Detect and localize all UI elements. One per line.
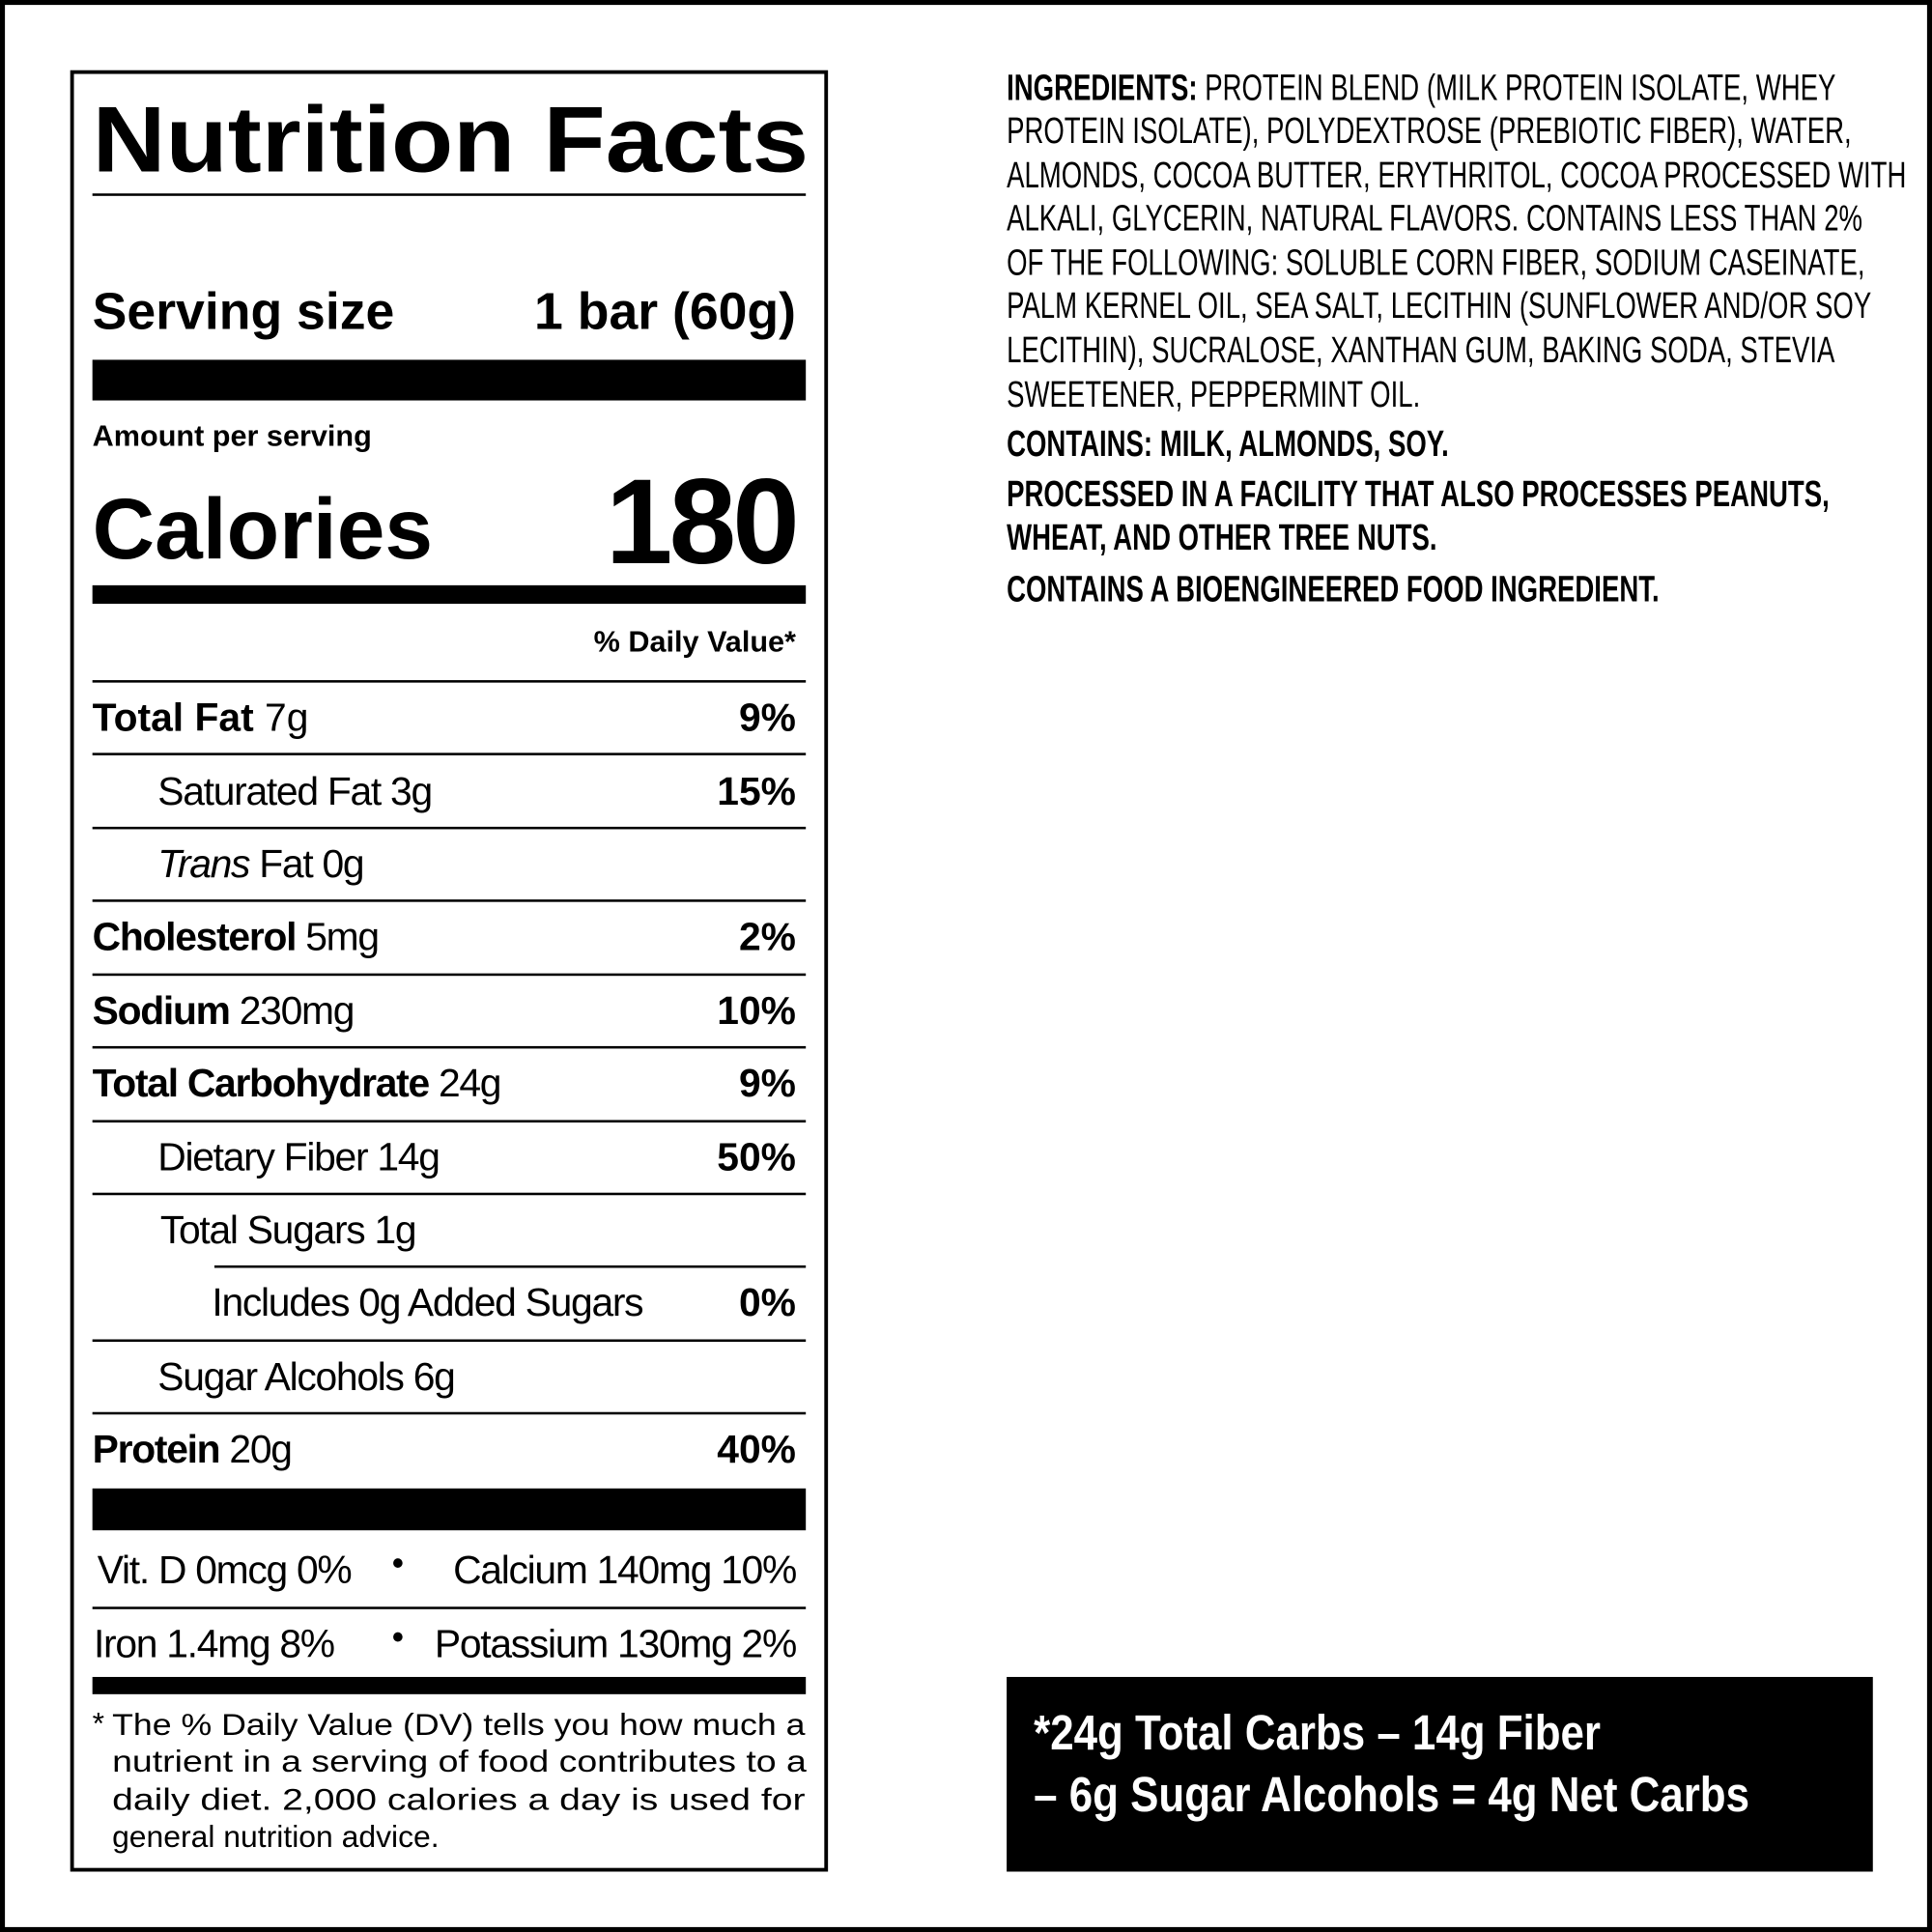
- net-carbs-line: – 6g Sugar Alcohols = 4g Net Carbs: [1034, 1768, 1749, 1823]
- bullet: •: [391, 1544, 405, 1582]
- ingredients-line: INGREDIENTS: PROTEIN BLEND (MILK PROTEIN…: [1007, 68, 1836, 109]
- nutrient-dietary-fiber: Dietary Fiber 14g: [157, 1134, 440, 1179]
- potassium: Potassium 130mg 2%: [434, 1621, 797, 1666]
- nutrient-sodium: Sodium 230mg: [92, 987, 355, 1033]
- medium-bar: [92, 584, 807, 604]
- footnote-line: general nutrition advice.: [112, 1819, 440, 1855]
- footnote-star: *: [92, 1706, 105, 1742]
- nutrient-total-carbohydrate: Total Carbohydrate 24g: [92, 1061, 502, 1106]
- divider: [92, 1411, 807, 1414]
- divider: [92, 1045, 807, 1048]
- vitamin-d: Vit. D 0mcg 0%: [97, 1548, 353, 1592]
- nutrient-saturated-fat: Saturated Fat 3g: [157, 768, 433, 813]
- ingredients-line: ALKALI, GLYCERIN, NATURAL FLAVORS. CONTA…: [1007, 198, 1863, 240]
- daily-value-header: % Daily Value*: [593, 625, 796, 660]
- ingredients-line: ALMONDS, COCOA BUTTER, ERYTHRITOL, COCOA…: [1007, 155, 1907, 196]
- nutrient-total-sugars: Total Sugars 1g: [159, 1207, 417, 1252]
- calcium: Calcium 140mg 10%: [453, 1548, 797, 1592]
- nutrient-protein: Protein 20g: [92, 1427, 293, 1471]
- thick-bar: [92, 1488, 807, 1531]
- facility-warning: PROCESSED IN A FACILITY THAT ALSO PROCES…: [1007, 474, 1830, 516]
- divider: [92, 1339, 807, 1342]
- net-carbs-line: *24g Total Carbs – 14g Fiber: [1034, 1706, 1601, 1761]
- medium-bar: [92, 1676, 807, 1694]
- thick-bar: [92, 359, 807, 401]
- facility-warning: WHEAT, AND OTHER TREE NUTS.: [1007, 517, 1437, 558]
- dv-saturated-fat: 15%: [717, 768, 796, 813]
- bullet: •: [391, 1617, 405, 1657]
- bioengineered-notice: CONTAINS A BIOENGINEERED FOOD INGREDIENT…: [1007, 569, 1660, 611]
- nutrient-trans-fat: Trans Fat 0g: [157, 841, 364, 887]
- ingredients-line: PALM KERNEL OIL, SEA SALT, LECITHIN (SUN…: [1007, 285, 1872, 327]
- divider: [92, 1606, 807, 1609]
- net-carbs-box: *24g Total Carbs – 14g Fiber – 6g Sugar …: [1007, 1676, 1873, 1872]
- footnote-line: The % Daily Value (DV) tells you how muc…: [112, 1707, 806, 1743]
- nutrient-added-sugars: Includes 0g Added Sugars: [212, 1280, 643, 1325]
- nutrition-title: Nutrition Facts: [92, 87, 810, 192]
- ingredients-line: OF THE FOLLOWING: SOLUBLE CORN FIBER, SO…: [1007, 242, 1865, 284]
- iron: Iron 1.4mg 8%: [93, 1621, 335, 1666]
- dv-cholesterol: 2%: [738, 914, 796, 959]
- divider: [92, 1192, 807, 1195]
- divider: [92, 973, 807, 976]
- nutrition-facts-box: [70, 70, 829, 1872]
- calories-value: 180: [605, 453, 800, 589]
- dv-protein: 40%: [717, 1427, 796, 1471]
- footnote-line: daily diet. 2,000 calories a day is used…: [112, 1782, 806, 1818]
- divider: [92, 899, 807, 902]
- dv-sodium: 10%: [717, 987, 796, 1033]
- dv-total-fat: 9%: [738, 695, 796, 740]
- divider: [92, 753, 807, 755]
- ingredients-line: SWEETENER, PEPPERMINT OIL.: [1007, 374, 1421, 415]
- allergen-contains: CONTAINS: MILK, ALMONDS, SOY.: [1007, 423, 1449, 465]
- nutrient-sugar-alcohols: Sugar Alcohols 6g: [157, 1353, 456, 1399]
- nutrient-cholesterol: Cholesterol 5mg: [92, 914, 380, 959]
- ingredients-line: LECITHIN), SUCRALOSE, XANTHAN GUM, BAKIN…: [1007, 329, 1835, 371]
- serving-size-label: Serving size: [92, 282, 395, 341]
- footnote-line: nutrient in a serving of food contribute…: [112, 1745, 807, 1779]
- dv-dietary-fiber: 50%: [717, 1134, 796, 1179]
- calories-label: Calories: [92, 480, 434, 577]
- ingredients-line: PROTEIN ISOLATE), POLYDEXTROSE (PREBIOTI…: [1007, 110, 1852, 152]
- divider: [92, 193, 807, 196]
- nutrient-total-fat: Total Fat 7g: [92, 695, 309, 740]
- dv-total-carbohydrate: 9%: [738, 1061, 796, 1106]
- divider: [213, 1264, 807, 1267]
- dv-added-sugars: 0%: [738, 1280, 796, 1325]
- divider: [92, 826, 807, 829]
- amount-per-serving: Amount per serving: [92, 419, 372, 454]
- divider: [92, 1120, 807, 1122]
- serving-size-value: 1 bar (60g): [534, 282, 796, 341]
- divider: [92, 680, 807, 682]
